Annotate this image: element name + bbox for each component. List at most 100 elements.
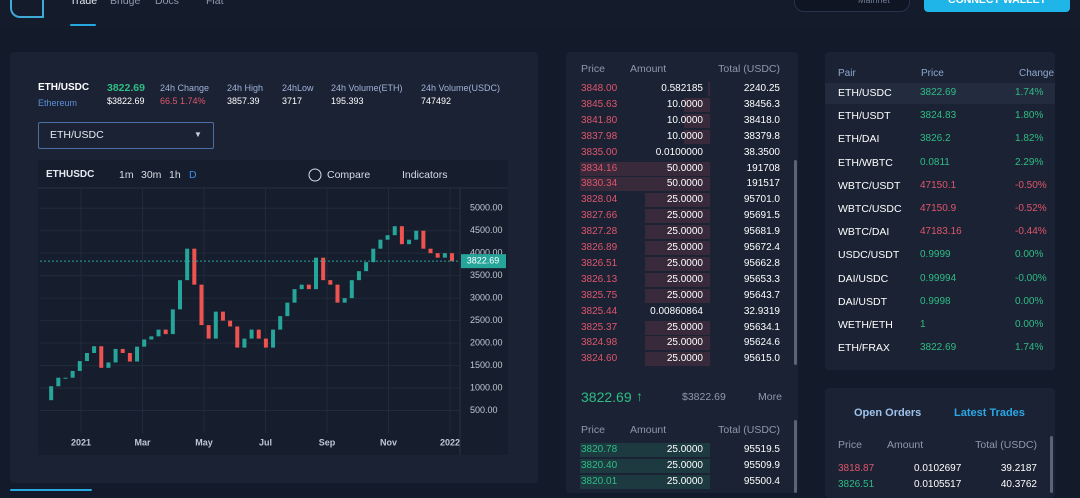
pairs-header[interactable]: Change xyxy=(1019,67,1054,81)
pairs-header[interactable]: Pair xyxy=(838,67,856,81)
y-tick-label: 500.00 xyxy=(470,405,498,415)
book-total: 38379.8 xyxy=(744,130,780,144)
orders-tab[interactable]: Open Orders xyxy=(854,406,921,420)
pair-name[interactable]: WBTC/USDT xyxy=(838,179,900,193)
book-total: 38418.0 xyxy=(744,114,780,128)
interval[interactable]: D xyxy=(189,168,197,182)
book-amount: 25.0000 xyxy=(667,475,703,489)
candle xyxy=(314,258,318,289)
select-arrow[interactable]: ▼ xyxy=(194,128,202,142)
more-link[interactable]: More xyxy=(758,390,782,404)
book-price: 3827.28 xyxy=(581,225,617,239)
pair-name[interactable]: ETH/USDC xyxy=(838,86,892,100)
book-amount: 25.0000 xyxy=(667,225,703,239)
candle xyxy=(78,361,82,371)
book-price: 3841.80 xyxy=(581,114,617,128)
book-amount: 0.00860864 xyxy=(650,305,703,319)
pair-change: 0.00% xyxy=(1015,248,1043,262)
pair-name[interactable]: ETH/DAI xyxy=(838,132,879,146)
trade-price: 3826.51 xyxy=(838,478,874,492)
candle xyxy=(300,285,304,289)
trade-amount: 0.0105517 xyxy=(914,478,961,492)
stat-value: 66.5 1.74% xyxy=(160,94,206,108)
x-tick-label: Mar xyxy=(134,437,151,447)
orders-tab[interactable]: Latest Trades xyxy=(954,406,1025,420)
pair: ETH/USDC xyxy=(38,81,89,95)
compare[interactable]: Compare xyxy=(327,168,370,182)
connect-label[interactable]: CONNECT WALLET xyxy=(948,0,1046,7)
pair-change: 1.74% xyxy=(1015,341,1043,355)
pair-price: 3826.2 xyxy=(920,132,951,146)
candle xyxy=(85,353,89,361)
x-tick-label: Jul xyxy=(259,437,272,447)
candle xyxy=(307,285,311,289)
pair-price: 47150.1 xyxy=(920,179,956,193)
up-arrow: ↑ xyxy=(636,389,643,403)
book-total: 32.9319 xyxy=(744,305,780,319)
pair-name[interactable]: ETH/USDT xyxy=(838,109,891,123)
y-tick-label: 3000.00 xyxy=(470,293,503,303)
stat-value: 747492 xyxy=(421,94,451,108)
book-price: 3826.51 xyxy=(581,257,617,271)
candle xyxy=(106,362,110,367)
pairs-header[interactable]: Price xyxy=(921,67,944,81)
book-total: 95519.5 xyxy=(744,443,780,457)
network-label: Mainnet xyxy=(858,0,890,7)
nav-link[interactable]: Bridge xyxy=(110,0,140,8)
pair-change: 1.74% xyxy=(1015,86,1043,100)
pair-name[interactable]: DAI/USDC xyxy=(838,272,888,286)
book-amount: 25.0000 xyxy=(667,336,703,350)
nav-link[interactable]: Docs xyxy=(155,0,179,8)
candle xyxy=(228,321,232,327)
book-price: 3845.63 xyxy=(581,98,617,112)
nav-link[interactable]: Trade xyxy=(70,0,97,8)
candle xyxy=(285,303,289,316)
pair-name[interactable]: ETH/WBTC xyxy=(838,156,893,170)
pair-price: 3824.83 xyxy=(920,109,956,123)
candle xyxy=(250,330,254,339)
book-amount: 10.0000 xyxy=(667,130,703,144)
candle xyxy=(371,249,375,262)
stat-value: 3857.39 xyxy=(227,94,260,108)
y-tick-label: 1500.00 xyxy=(470,360,503,370)
candle xyxy=(185,249,189,280)
candle xyxy=(393,226,397,235)
price-usd: $3822.69 xyxy=(107,94,145,108)
book-total: 95662.8 xyxy=(744,257,780,271)
stat-label: 24h Volume(USDC) xyxy=(421,81,500,95)
pair-name[interactable]: WETH/ETH xyxy=(838,318,893,332)
pair-price: 0.9999 xyxy=(920,248,951,262)
book-total: 95509.9 xyxy=(744,459,780,473)
book-price: 3820.78 xyxy=(581,443,617,457)
pair-name[interactable]: WBTC/USDC xyxy=(838,202,902,216)
trade-price: 3818.87 xyxy=(838,462,874,476)
candle xyxy=(407,240,411,244)
interval[interactable]: 1h xyxy=(169,168,181,182)
book-amount: 0.582185 xyxy=(661,82,703,96)
select-value[interactable]: ETH/USDC xyxy=(50,128,104,142)
candle xyxy=(293,289,297,302)
indicators[interactable]: Indicators xyxy=(402,168,448,182)
y-tick-label: 2500.00 xyxy=(470,315,503,325)
book-header: Price xyxy=(581,62,605,76)
book-price: 3824.60 xyxy=(581,352,617,366)
nav-link[interactable]: Fiat xyxy=(206,0,224,8)
pair-price: 3822.69 xyxy=(920,341,956,355)
candle xyxy=(364,262,368,271)
interval[interactable]: 1m xyxy=(119,168,134,182)
book-amount: 25.0000 xyxy=(667,289,703,303)
pair-name[interactable]: WBTC/DAI xyxy=(838,225,889,239)
pair-name[interactable]: USDC/USDT xyxy=(838,248,899,262)
candle xyxy=(128,353,132,362)
book-price: 3826.89 xyxy=(581,241,617,255)
pair-price: 0.99994 xyxy=(920,272,956,286)
candle xyxy=(199,285,203,325)
stat-value: 195.393 xyxy=(331,94,364,108)
pair-name[interactable]: ETH/FRAX xyxy=(838,341,890,355)
book-price: 3825.37 xyxy=(581,321,617,335)
y-tick-label: 2000.00 xyxy=(470,337,503,347)
interval[interactable]: 30m xyxy=(141,168,161,182)
pair-price: 3822.69 xyxy=(920,86,956,100)
pair-name[interactable]: DAI/USDT xyxy=(838,295,887,309)
x-tick-label: Sep xyxy=(319,437,336,447)
